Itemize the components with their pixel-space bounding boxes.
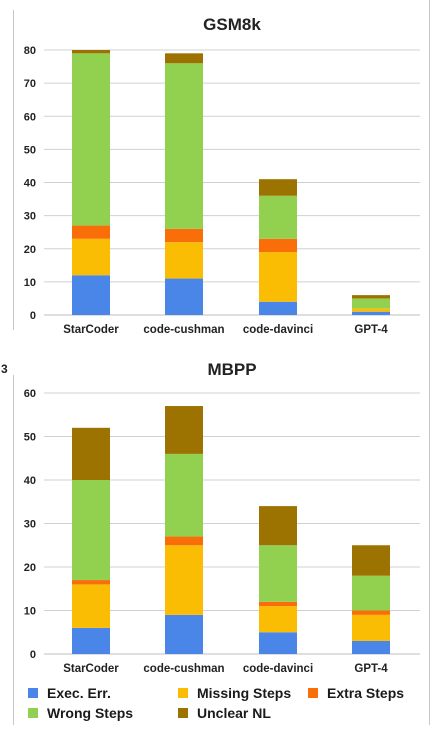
chart2-title: MBPP xyxy=(207,360,256,379)
chart1-y-tick-label: 0 xyxy=(30,310,36,322)
chart1-bar-extra-StarCoder xyxy=(72,225,110,239)
chart2-bar-missing-code-cushman xyxy=(165,545,203,615)
chart1-x-tick-label: GPT-4 xyxy=(354,324,388,336)
right-panel-border xyxy=(429,0,430,725)
legend-label-exec: Exec. Err. xyxy=(47,685,111,701)
chart2-x-tick-label: GPT-4 xyxy=(354,663,388,675)
legend-swatch-missing xyxy=(178,688,188,698)
chart2-bar-missing-GPT-4 xyxy=(352,614,390,641)
chart1-bar-missing-code-davinci xyxy=(259,252,297,302)
chart2-bar-wrong-GPT-4 xyxy=(352,575,390,611)
chart2-bar-unclear-code-davinci xyxy=(259,506,297,546)
legend-item-unclear: Unclear NL xyxy=(178,705,271,721)
legend-swatch-exec xyxy=(28,688,38,698)
chart1-bar-missing-GPT-4 xyxy=(352,308,390,312)
legend-label-unclear: Unclear NL xyxy=(197,705,271,721)
chart2-bar-wrong-StarCoder xyxy=(72,480,110,581)
chart1-y-tick-label: 30 xyxy=(24,211,36,223)
chart2-y-tick-label: 40 xyxy=(24,475,36,487)
legend-swatch-unclear xyxy=(178,708,188,718)
chart2-bar-unclear-StarCoder xyxy=(72,427,110,480)
chart1-bar-wrong-StarCoder xyxy=(72,53,110,226)
chart2-bar-unclear-GPT-4 xyxy=(352,545,390,576)
legend-item-missing: Missing Steps xyxy=(178,685,291,701)
chart2-bar-unclear-code-cushman xyxy=(165,406,203,454)
chart2-bar-missing-code-davinci xyxy=(259,606,297,633)
chart2-y-tick-label: 60 xyxy=(24,388,36,400)
chart2-bar-extra-code-cushman xyxy=(165,536,203,546)
chart1-x-tick-label: code-cushman xyxy=(143,324,224,336)
chart2-x-tick-label: code-davinci xyxy=(243,663,313,675)
chart1-bar-extra-code-davinci xyxy=(259,238,297,253)
legend-item-extra: Extra Steps xyxy=(308,685,404,701)
chart2-y-tick-label: 20 xyxy=(24,562,36,574)
chart2-y-tick-label: 0 xyxy=(30,649,36,661)
chart1-bar-unclear-code-cushman xyxy=(165,53,203,64)
chart1-y-tick-label: 50 xyxy=(24,144,36,156)
chart1-x-tick-label: StarCoder xyxy=(63,324,119,336)
left-panel-border-lower xyxy=(13,375,14,725)
chart2-bar-extra-code-davinci xyxy=(259,601,297,607)
legend-swatch-wrong xyxy=(28,708,38,718)
chart1-bar-extra-code-cushman xyxy=(165,228,203,243)
chart1-bar-wrong-GPT-4 xyxy=(352,298,390,309)
chart2-bar-wrong-code-cushman xyxy=(165,453,203,537)
legend-swatch-extra xyxy=(308,688,318,698)
chart2-bar-extra-StarCoder xyxy=(72,580,110,585)
chart1-bar-missing-code-cushman xyxy=(165,242,203,279)
chart2-y-tick-label: 10 xyxy=(24,606,36,618)
legend-item-wrong: Wrong Steps xyxy=(28,705,133,721)
chart1-bar-exec-code-davinci xyxy=(259,301,297,315)
chart2-bar-exec-GPT-4 xyxy=(352,640,390,654)
chart1-bar-unclear-GPT-4 xyxy=(352,295,390,299)
chart1-y-tick-label: 10 xyxy=(24,277,36,289)
chart1-y-tick-label: 20 xyxy=(24,244,36,256)
legend-item-exec: Exec. Err. xyxy=(28,685,111,701)
chart2-bar-extra-GPT-4 xyxy=(352,610,390,615)
legend-label-missing: Missing Steps xyxy=(197,685,292,701)
chart1-title: GSM8k xyxy=(203,15,261,34)
cropped-label-fragment: 3 xyxy=(1,362,8,376)
chart1-bar-exec-StarCoder xyxy=(72,275,110,315)
chart1-x-tick-label: code-davinci xyxy=(243,324,313,336)
chart2-bar-missing-StarCoder xyxy=(72,584,110,628)
chart2-bar-exec-code-davinci xyxy=(259,632,297,654)
chart2-y-tick-label: 30 xyxy=(24,519,36,531)
chart1-bar-unclear-code-davinci xyxy=(259,179,297,196)
legend-label-wrong: Wrong Steps xyxy=(47,705,134,721)
chart1-bar-missing-StarCoder xyxy=(72,238,110,276)
chart1-y-tick-label: 60 xyxy=(24,111,36,123)
chart2-x-tick-label: code-cushman xyxy=(143,663,224,675)
chart2-bar-exec-code-cushman xyxy=(165,614,203,654)
left-panel-border xyxy=(13,10,14,330)
legend-label-extra: Extra Steps xyxy=(327,685,405,701)
chart1-bar-unclear-StarCoder xyxy=(72,50,110,54)
chart1-bar-exec-code-cushman xyxy=(165,278,203,315)
chart1-y-tick-label: 40 xyxy=(24,178,36,190)
chart1-y-tick-label: 70 xyxy=(24,78,36,90)
chart2-x-tick-label: StarCoder xyxy=(63,663,119,675)
chart2-bar-exec-StarCoder xyxy=(72,627,110,654)
chart1-bar-wrong-code-cushman xyxy=(165,63,203,229)
chart1-y-tick-label: 80 xyxy=(24,45,36,57)
chart2-y-tick-label: 50 xyxy=(24,432,36,444)
chart2-bar-wrong-code-davinci xyxy=(259,545,297,602)
chart1-bar-wrong-code-davinci xyxy=(259,195,297,239)
chart1-bar-exec-GPT-4 xyxy=(352,311,390,315)
